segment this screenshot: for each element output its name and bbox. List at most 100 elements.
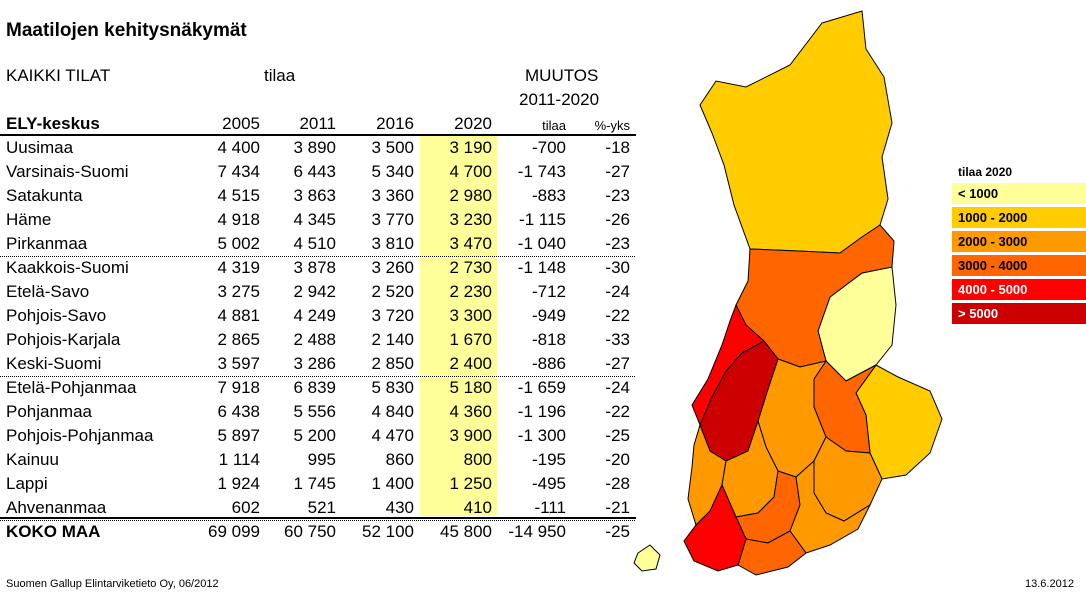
cell-v2011: 6 839 — [293, 378, 336, 397]
total-2016: 52 100 — [362, 522, 414, 541]
cell-chg: -195 — [531, 450, 566, 469]
cell-v2011: 2 488 — [293, 330, 336, 349]
cell-v2020: 2 730 — [449, 258, 492, 277]
year-header-2016: 2016 — [376, 114, 414, 133]
cell-pct: -26 — [605, 210, 630, 229]
cell-pct: -33 — [605, 330, 630, 349]
legend-label: 3000 - 4000 — [958, 258, 1028, 273]
footer-date: 13.6.2012 — [1025, 578, 1074, 590]
year-header-2011: 2011 — [299, 114, 336, 133]
cell-chg: -1 115 — [519, 210, 566, 229]
cell-v2016: 4 840 — [371, 402, 414, 421]
cell-v2020: 3 470 — [449, 234, 492, 253]
map-region-lappi — [699, 10, 893, 254]
cell-v2016: 3 500 — [371, 138, 414, 157]
cell-v2016: 430 — [385, 498, 414, 517]
legend-item: 2000 - 3000 — [952, 231, 1086, 252]
finland-map — [633, 10, 943, 576]
cell-v2011: 1 745 — [293, 474, 336, 493]
cell-v2011: 3 286 — [293, 354, 336, 373]
cell-pct: -23 — [605, 234, 630, 253]
region-name: Pirkanmaa — [6, 234, 88, 253]
cell-v2011: 4 249 — [293, 306, 336, 325]
cell-chg: -883 — [531, 186, 566, 205]
group-label: KAIKKI TILAT — [6, 66, 111, 85]
region-name: Uusimaa — [6, 138, 74, 157]
cell-chg: -1 300 — [517, 426, 566, 445]
cell-v2016: 4 470 — [371, 426, 414, 445]
cell-v2005: 1 114 — [218, 450, 260, 469]
cell-v2020: 1 670 — [449, 330, 492, 349]
cell-pct: -24 — [605, 378, 630, 397]
region-column-header: ELY-keskus — [6, 114, 100, 133]
cell-v2016: 1 400 — [371, 474, 414, 493]
cell-v2016: 3 810 — [371, 234, 414, 253]
cell-v2020: 3 900 — [449, 426, 492, 445]
cell-v2005: 3 597 — [217, 354, 260, 373]
region-name: Etelä-Savo — [6, 282, 90, 301]
region-name: Lappi — [6, 474, 48, 493]
cell-v2020: 2 980 — [449, 186, 492, 205]
year-header-2020: 2020 — [454, 114, 492, 133]
legend-title: tilaa 2020 — [958, 165, 1013, 179]
cell-v2005: 4 918 — [217, 210, 260, 229]
cell-pct: -24 — [605, 282, 630, 301]
cell-v2016: 2 140 — [371, 330, 414, 349]
total-pct: -25 — [605, 522, 630, 541]
cell-chg: -700 — [531, 138, 566, 157]
cell-v2011: 5 556 — [293, 402, 336, 421]
total-name: KOKO MAA — [6, 522, 101, 541]
cell-v2020: 3 300 — [449, 306, 492, 325]
legend-item: 3000 - 4000 — [952, 255, 1086, 276]
cell-v2011: 995 — [307, 450, 336, 469]
region-name: Pohjois-Pohjanmaa — [6, 426, 154, 445]
group-separator — [0, 520, 635, 521]
change-label: MUUTOS — [525, 66, 599, 85]
cell-pct: -21 — [605, 498, 630, 517]
cell-v2005: 602 — [231, 498, 260, 517]
region-name: Häme — [6, 210, 52, 229]
cell-v2005: 4 515 — [217, 186, 260, 205]
source-note: Suomen Gallup Elintarviketieto Oy, 06/20… — [6, 578, 219, 590]
cell-v2011: 4 510 — [293, 234, 336, 253]
region-name: Pohjois-Karjala — [6, 330, 121, 349]
cell-v2011: 521 — [307, 498, 336, 517]
cell-chg: -495 — [531, 474, 566, 493]
region-name: Kainuu — [6, 450, 59, 469]
cell-v2016: 3 360 — [371, 186, 414, 205]
cell-v2020: 3 230 — [449, 210, 492, 229]
unit-label: tilaa — [264, 66, 296, 85]
map-region-kaakkois-suomi — [789, 459, 872, 554]
total-2020: 45 800 — [440, 522, 492, 541]
group-separator — [0, 256, 635, 257]
total-rule — [0, 517, 636, 519]
cell-pct: -22 — [605, 306, 630, 325]
cell-pct: -30 — [605, 258, 630, 277]
cell-chg: -818 — [531, 330, 566, 349]
cell-v2016: 2 520 — [371, 282, 414, 301]
cell-v2005: 5 897 — [217, 426, 260, 445]
total-2011: 60 750 — [284, 522, 336, 541]
map-region-ahvenanmaa — [633, 544, 661, 572]
region-name: Varsinais-Suomi — [6, 162, 129, 181]
cell-pct: -23 — [605, 186, 630, 205]
legend-item: > 5000 — [952, 303, 1086, 324]
region-name: Etelä-Pohjanmaa — [6, 378, 137, 397]
cell-chg: -949 — [531, 306, 566, 325]
cell-v2005: 4 319 — [217, 258, 260, 277]
change-pct-header: %-yks — [594, 118, 630, 133]
region-name: Kaakkois-Suomi — [6, 258, 129, 277]
cell-chg: -1 659 — [517, 378, 566, 397]
cell-v2011: 2 942 — [293, 282, 336, 301]
change-count-header: tilaa — [542, 118, 566, 133]
cell-v2005: 5 002 — [217, 234, 260, 253]
cell-chg: -1 148 — [517, 258, 566, 277]
cell-v2005: 7 434 — [217, 162, 260, 181]
cell-chg: -1 040 — [517, 234, 566, 253]
region-name: Keski-Suomi — [6, 354, 102, 373]
cell-v2005: 4 400 — [217, 138, 260, 157]
legend-label: 1000 - 2000 — [958, 210, 1028, 225]
group-separator — [0, 376, 635, 377]
cell-v2005: 4 881 — [217, 306, 260, 325]
legend-item: 1000 - 2000 — [952, 207, 1086, 228]
